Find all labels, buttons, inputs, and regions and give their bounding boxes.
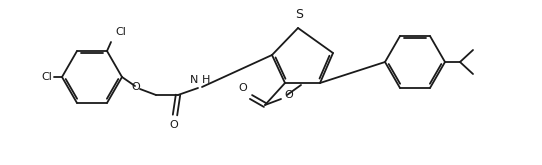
Text: Cl: Cl: [115, 27, 126, 37]
Text: Cl: Cl: [41, 72, 52, 82]
Text: O: O: [238, 83, 247, 93]
Text: O: O: [284, 90, 293, 100]
Text: O: O: [170, 120, 178, 130]
Text: S: S: [295, 8, 303, 21]
Text: N: N: [190, 75, 198, 85]
Text: O: O: [132, 82, 140, 92]
Text: H: H: [202, 75, 210, 85]
